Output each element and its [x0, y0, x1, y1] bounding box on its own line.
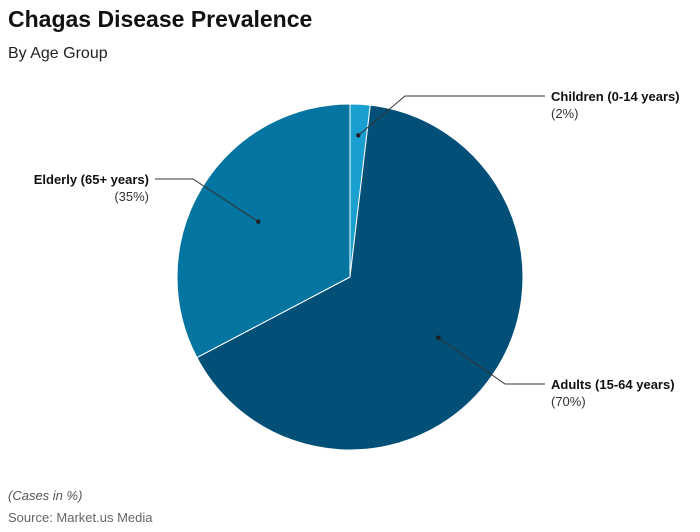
slice-label-elderly-65-years: Elderly (65+ years)	[34, 172, 149, 187]
pie-slice-elderly-65-years	[176, 103, 351, 359]
source-note: Source: Market.us Media	[8, 510, 153, 525]
slice-label-adults-15-64-years: Adults (15-64 years)	[551, 377, 675, 392]
leader-lines	[155, 95, 545, 385]
pie-slices	[176, 103, 524, 451]
slice-labels: Children (0-14 years) (2%) Adults (15-64 y…	[34, 89, 680, 409]
slice-label-children-0-14-years: Children (0-14 years)	[551, 89, 680, 104]
leader-line-elderly-65-years	[155, 178, 259, 222]
chart-subtitle: By Age Group	[8, 45, 108, 62]
slice-value-adults-15-64-years: (70%)	[551, 394, 586, 409]
leader-line-children-0-14-years	[358, 95, 545, 136]
units-note: (Cases in %)	[8, 488, 83, 503]
slice-value-children-0-14-years: (2%)	[551, 106, 578, 121]
slice-value-elderly-65-years: (35%)	[114, 189, 149, 204]
chart-title: Chagas Disease Prevalence	[8, 6, 313, 32]
leader-line-adults-15-64-years	[438, 337, 545, 385]
